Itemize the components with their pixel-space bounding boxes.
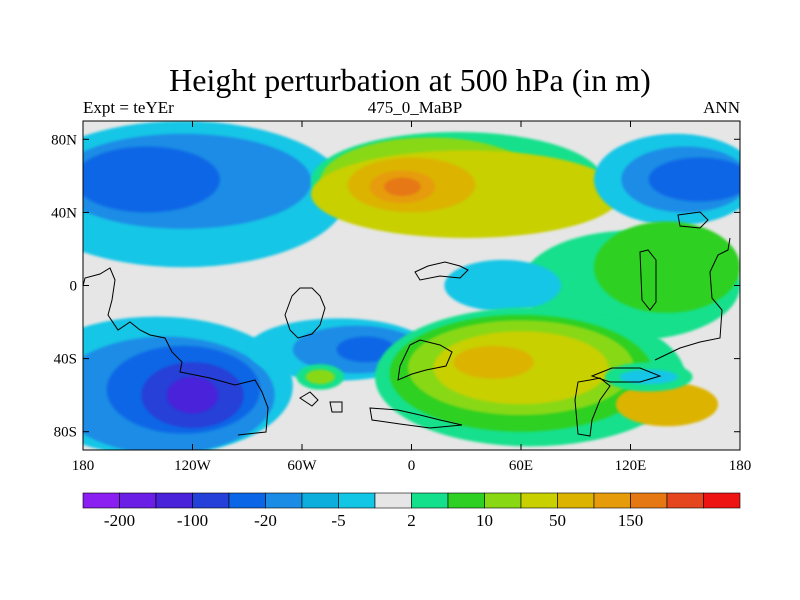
- coastline-0: [83, 267, 269, 436]
- coastline-6: [639, 249, 657, 311]
- colorbar-swatch: [338, 492, 376, 509]
- colorbar-label: 150: [618, 511, 644, 530]
- left-subtitle: Expt = teYEr: [83, 98, 174, 117]
- colorbar-swatch: [119, 492, 157, 509]
- x-tick-label: 120E: [615, 458, 647, 474]
- x-tick-label: 120W: [174, 458, 212, 474]
- coastline-9: [590, 367, 662, 383]
- colorbar-swatch: [192, 492, 230, 509]
- field-region-14: [594, 221, 740, 313]
- y-tick-label: 0: [70, 279, 78, 295]
- colorbar-swatch: [666, 492, 704, 509]
- colorbar-swatch: [374, 492, 412, 509]
- height-field: [83, 121, 740, 450]
- colorbar: -200 -100 -20 -5 2 10 50 150: [82, 492, 741, 530]
- field-region-25: [305, 369, 335, 385]
- x-tick-label: 60W: [287, 458, 317, 474]
- colorbar-swatch: [447, 492, 485, 509]
- colorbar-label: 50: [549, 511, 566, 530]
- colorbar-swatch: [228, 492, 266, 509]
- colorbar-swatch: [520, 492, 558, 509]
- field-region-31: [615, 382, 719, 427]
- colorbar-swatch: [82, 492, 120, 509]
- colorbar-swatch: [484, 492, 522, 509]
- field-region-23: [336, 336, 396, 363]
- colorbar-label: 2: [407, 511, 416, 530]
- coastline-11: [329, 401, 343, 413]
- coastline-1: [284, 287, 326, 339]
- y-tick-label: 40S: [54, 352, 77, 368]
- field-region-30: [453, 345, 534, 379]
- colorbar-swatch: [265, 492, 303, 509]
- x-tick-label: 60E: [509, 458, 533, 474]
- colorbar-label: -100: [177, 511, 208, 530]
- colorbar-swatch: [703, 492, 741, 509]
- field-region-12: [648, 157, 740, 202]
- coastline-outlines: [83, 211, 731, 437]
- field-region-9: [384, 177, 421, 196]
- coastline-2: [397, 339, 453, 381]
- colorbar-swatch: [301, 492, 339, 509]
- y-tick-label: 40N: [51, 205, 77, 221]
- coastline-7: [654, 237, 731, 361]
- coastline-5: [574, 377, 611, 437]
- coastline-8: [677, 211, 709, 229]
- colorbar-swatch: [630, 492, 668, 509]
- chart-title: Height perturbation at 500 hPa (in m): [169, 62, 651, 98]
- colorbar-swatch: [593, 492, 631, 509]
- colorbar-label: -200: [104, 511, 135, 530]
- axes: 180 120W 60W 0 60E 120E 180 80N 40N 0 40S 80S: [51, 121, 751, 474]
- coastline-3: [414, 261, 469, 281]
- right-subtitle: ANN: [703, 98, 740, 117]
- coastline-4: [369, 407, 463, 429]
- coastline-10: [299, 391, 319, 407]
- y-tick-label: 80S: [54, 425, 77, 441]
- colorbar-label: 10: [476, 511, 493, 530]
- x-tick-label: 180: [729, 458, 752, 474]
- colorbar-label: -5: [331, 511, 345, 530]
- field-region-20: [166, 376, 219, 414]
- colorbar-swatch: [411, 492, 449, 509]
- center-subtitle: 475_0_MaBP: [367, 98, 463, 117]
- field-region-33: [619, 369, 678, 385]
- field-region-15: [444, 259, 562, 312]
- colorbar-swatch: [557, 492, 595, 509]
- field-region-3: [83, 146, 220, 213]
- x-tick-label: 180: [72, 458, 95, 474]
- x-tick-label: 0: [408, 458, 416, 474]
- colorbar-swatch: [155, 492, 193, 509]
- y-tick-label: 80N: [51, 132, 77, 148]
- colorbar-label: -20: [254, 511, 277, 530]
